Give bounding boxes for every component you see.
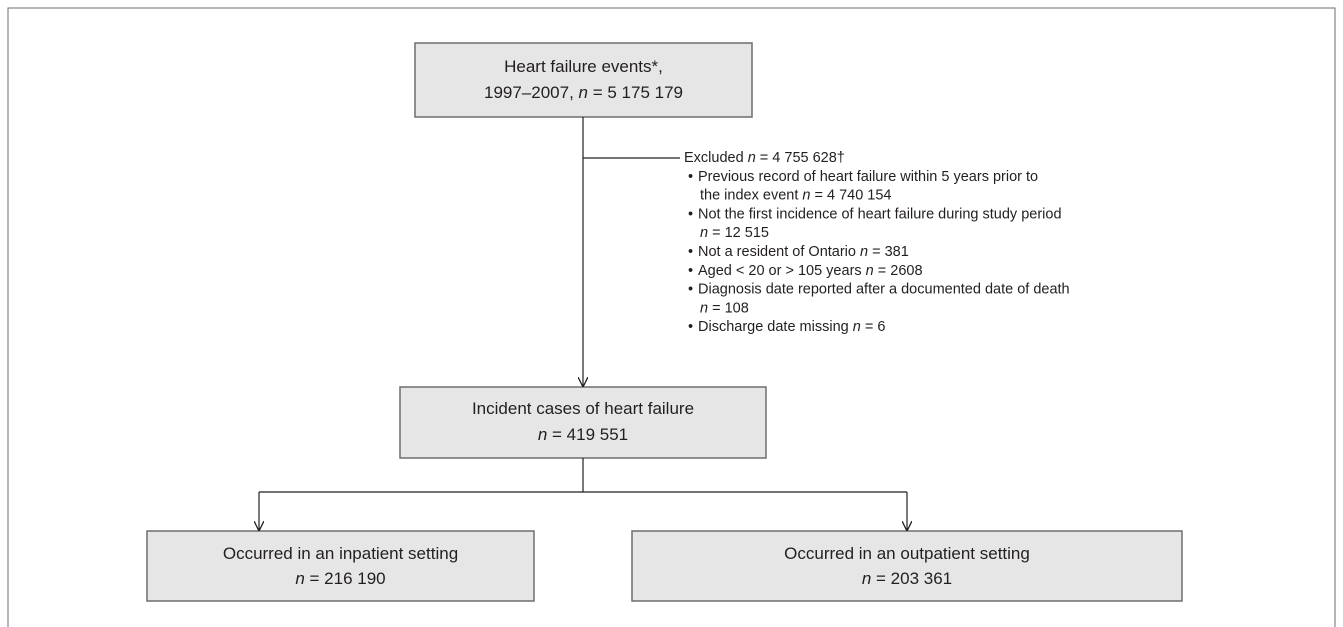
box-top xyxy=(414,42,753,118)
exclusion-item: Previous record of heart failure within … xyxy=(698,169,1038,185)
frame xyxy=(7,7,1336,627)
node-text: n = 216 190 xyxy=(295,569,385,588)
box-outpatient xyxy=(631,530,1183,602)
node-text: Heart failure events*, xyxy=(504,57,663,76)
exclusion-item: Diagnosis date reported after a document… xyxy=(698,281,1070,297)
exclusion-header: Excluded n = 4 755 628† xyxy=(684,150,845,166)
exclusion-item: Discharge date missing n = 6 xyxy=(698,319,885,335)
exclusion-item: Not the first incidence of heart failure… xyxy=(698,206,1062,222)
box-inpatient xyxy=(146,530,535,602)
exclusion-item: n = 12 515 xyxy=(700,225,769,241)
node-text: n = 203 361 xyxy=(862,569,952,588)
bullet: • xyxy=(688,169,693,185)
node-text: Occurred in an outpatient setting xyxy=(784,544,1030,563)
connector xyxy=(259,458,907,493)
bullet: • xyxy=(688,263,693,279)
bullet: • xyxy=(688,319,693,335)
bullet: • xyxy=(688,244,693,260)
bullet: • xyxy=(688,281,693,297)
exclusion-item: Not a resident of Ontario n = 381 xyxy=(698,244,909,260)
node-text: n = 419 551 xyxy=(538,425,628,444)
exclusion-item: Aged < 20 or > 105 years n = 2608 xyxy=(698,263,923,279)
exclusion-item: n = 108 xyxy=(700,300,749,316)
bullet: • xyxy=(688,206,693,222)
box-middle xyxy=(399,386,767,459)
node-text: Incident cases of heart failure xyxy=(472,399,694,418)
exclusion-item: the index event n = 4 740 154 xyxy=(700,187,892,203)
node-text: 1997–2007, n = 5 175 179 xyxy=(484,83,683,102)
node-text: Occurred in an inpatient setting xyxy=(223,544,458,563)
